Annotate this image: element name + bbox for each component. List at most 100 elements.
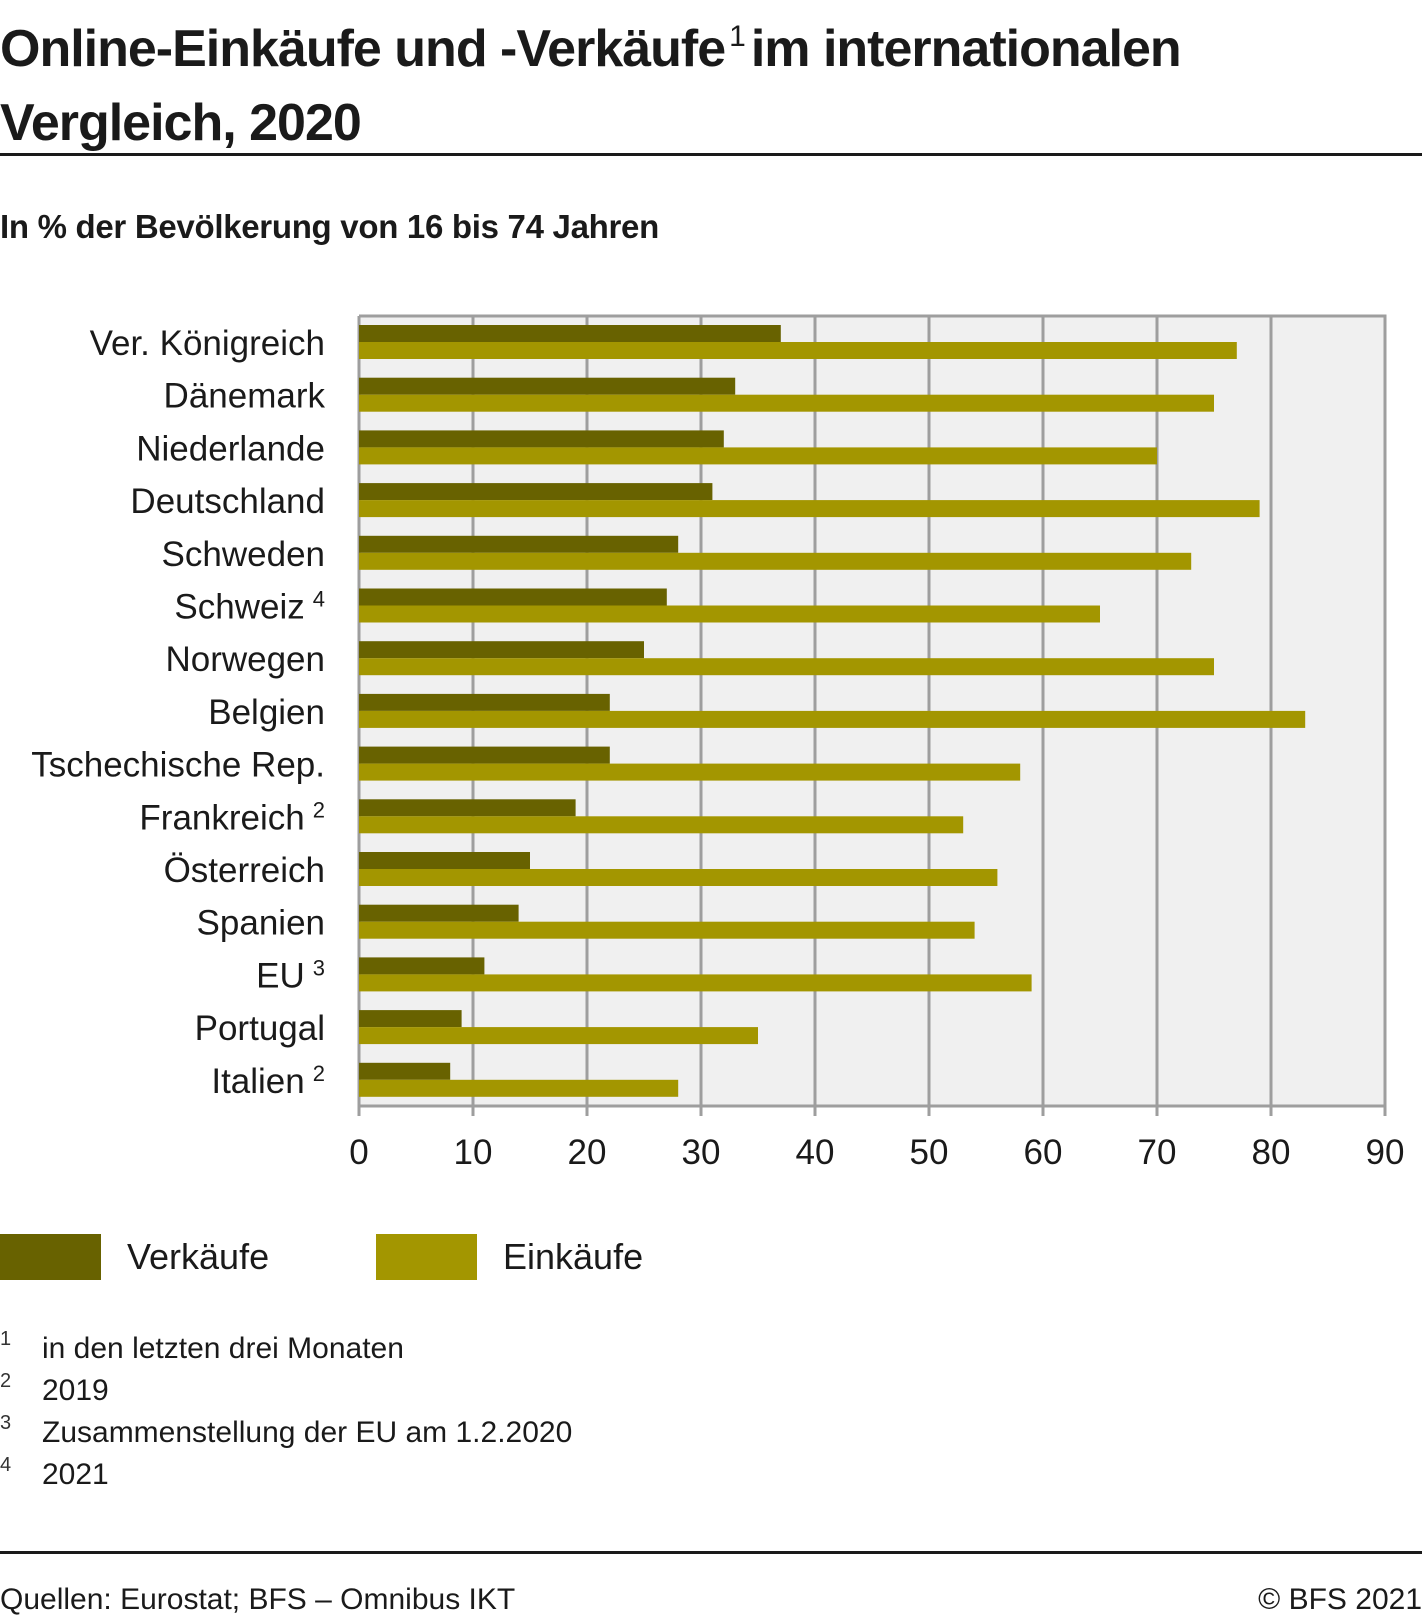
legend-item-einkaeufe: Einkäufe [376, 1234, 643, 1280]
category-label: Niederlande [136, 429, 325, 468]
footnote-text: in den letzten drei Monaten [42, 1332, 404, 1365]
category-footnote-marker: 4 [313, 587, 325, 612]
bar-einkaeufe [359, 869, 998, 886]
category-name: Italien [211, 1062, 304, 1101]
footnote-number: 3 [0, 1412, 12, 1434]
category-name: Deutschland [130, 482, 325, 521]
category-name: Schweden [162, 535, 325, 574]
bar-chart: 0 10 20 30 40 50 60 70 80 90 Ver. Königreich Dänema… [31, 314, 1405, 1172]
legend-label-verkaeufe: Verkäufe [127, 1236, 270, 1277]
category-label: Österreich [164, 851, 325, 890]
bar-einkaeufe [359, 658, 1214, 676]
bar-einkaeufe [359, 500, 1260, 518]
chart-title: Online-Einkäufe und -Verkäufe 1 im interna… [0, 0, 1410, 160]
footnote-number: 4 [0, 1454, 12, 1476]
category-label: Ver. Königreich [90, 324, 325, 363]
x-tick-label: 10 [454, 1133, 493, 1172]
title-divider [0, 153, 1422, 156]
footnote-number: 1 [0, 1328, 12, 1350]
category-name: Ver. Königreich [90, 324, 325, 363]
category-footnote-marker: 3 [313, 955, 325, 980]
category-label: Portugal [195, 1009, 325, 1048]
source-note: Quellen: Eurostat; BFS – Omnibus IKT [0, 1583, 516, 1616]
bar-einkaeufe [359, 921, 975, 939]
bar-verkaeufe [359, 377, 736, 395]
bar-verkaeufe [359, 957, 485, 975]
title-footnote-marker: 1 [729, 20, 746, 53]
copyright: © BFS 2021 [1258, 1583, 1422, 1616]
x-tick-label: 50 [910, 1133, 949, 1172]
category-label: Schweiz 4 [174, 587, 325, 627]
footnote-text: 2019 [42, 1374, 109, 1407]
category-label: Deutschland [130, 482, 325, 521]
x-tick-label: 0 [349, 1133, 368, 1172]
bar-verkaeufe [359, 588, 667, 606]
bar-einkaeufe [359, 552, 1192, 570]
category-name: Dänemark [164, 377, 326, 416]
x-tick-label: 30 [682, 1133, 721, 1172]
bar-verkaeufe [359, 430, 724, 448]
bar-einkaeufe [359, 342, 1237, 359]
bar-verkaeufe [359, 325, 781, 342]
category-name: EU [256, 956, 305, 995]
legend-swatch-einkaeufe [376, 1234, 477, 1280]
title-text-part2: im internationalen [750, 20, 1182, 78]
bar-einkaeufe [359, 710, 1306, 728]
legend-label-einkaeufe: Einkäufe [503, 1236, 644, 1277]
chart-subtitle: In % der Bevölkerung von 16 bis 74 Jahre… [0, 208, 659, 245]
bar-verkaeufe [359, 483, 713, 501]
category-label: Frankreich 2 [139, 797, 325, 837]
x-tick-label: 70 [1138, 1133, 1177, 1172]
bar-verkaeufe [359, 852, 530, 869]
category-label: Schweden [162, 535, 325, 574]
x-tick-label: 80 [1252, 1133, 1291, 1172]
category-name: Belgien [208, 693, 325, 732]
category-label: EU 3 [256, 955, 325, 995]
bar-verkaeufe [359, 1062, 451, 1080]
category-label: Belgien [208, 693, 325, 732]
category-label: Norwegen [165, 640, 325, 679]
x-tick-label: 60 [1024, 1133, 1063, 1172]
x-tick-label: 20 [568, 1133, 607, 1172]
title-line-2: Vergleich, 2020 [0, 94, 362, 152]
category-label: Spanien [197, 904, 325, 943]
category-footnote-marker: 2 [313, 1061, 325, 1086]
bar-verkaeufe [359, 535, 679, 553]
legend-swatch-verkaeufe [0, 1234, 101, 1280]
footnote-number: 2 [0, 1370, 12, 1392]
category-label: Tschechische Rep. [31, 746, 325, 785]
bar-verkaeufe [359, 693, 610, 711]
x-tick-label: 90 [1366, 1133, 1405, 1172]
legend-item-verkaeufe: Verkäufe [0, 1234, 269, 1280]
footnote-text: Zusammenstellung der EU am 1.2.2020 [42, 1416, 573, 1449]
bar-einkaeufe [359, 447, 1157, 465]
bar-einkaeufe [359, 605, 1100, 623]
bar-verkaeufe [359, 641, 644, 659]
category-name: Portugal [195, 1009, 325, 1048]
footnote-text: 2021 [42, 1458, 109, 1491]
category-name: Norwegen [165, 640, 325, 679]
title-text-part1: Online-Einkäufe und -Verkäufe [0, 20, 726, 78]
bar-verkaeufe [359, 799, 576, 817]
category-label: Italien 2 [211, 1061, 325, 1101]
bar-einkaeufe [359, 816, 964, 834]
bar-verkaeufe [359, 1010, 462, 1028]
category-name: Niederlande [136, 429, 325, 468]
bar-einkaeufe [359, 1027, 758, 1045]
category-name: Schweiz [174, 588, 304, 627]
bar-verkaeufe [359, 746, 610, 764]
category-footnote-marker: 2 [313, 797, 325, 822]
bar-einkaeufe [359, 974, 1032, 992]
bar-einkaeufe [359, 394, 1214, 412]
category-label: Dänemark [164, 377, 326, 416]
footer-divider [0, 1551, 1422, 1554]
bar-einkaeufe [359, 1079, 679, 1097]
bar-verkaeufe [359, 904, 519, 922]
title-line-1: Online-Einkäufe und -Verkäufe 1 im interna… [0, 0, 1410, 86]
bar-einkaeufe [359, 763, 1021, 781]
category-name: Spanien [197, 904, 325, 943]
category-name: Österreich [164, 851, 325, 890]
category-name: Frankreich [139, 798, 304, 837]
x-tick-label: 40 [796, 1133, 835, 1172]
category-name: Tschechische Rep. [31, 746, 325, 785]
